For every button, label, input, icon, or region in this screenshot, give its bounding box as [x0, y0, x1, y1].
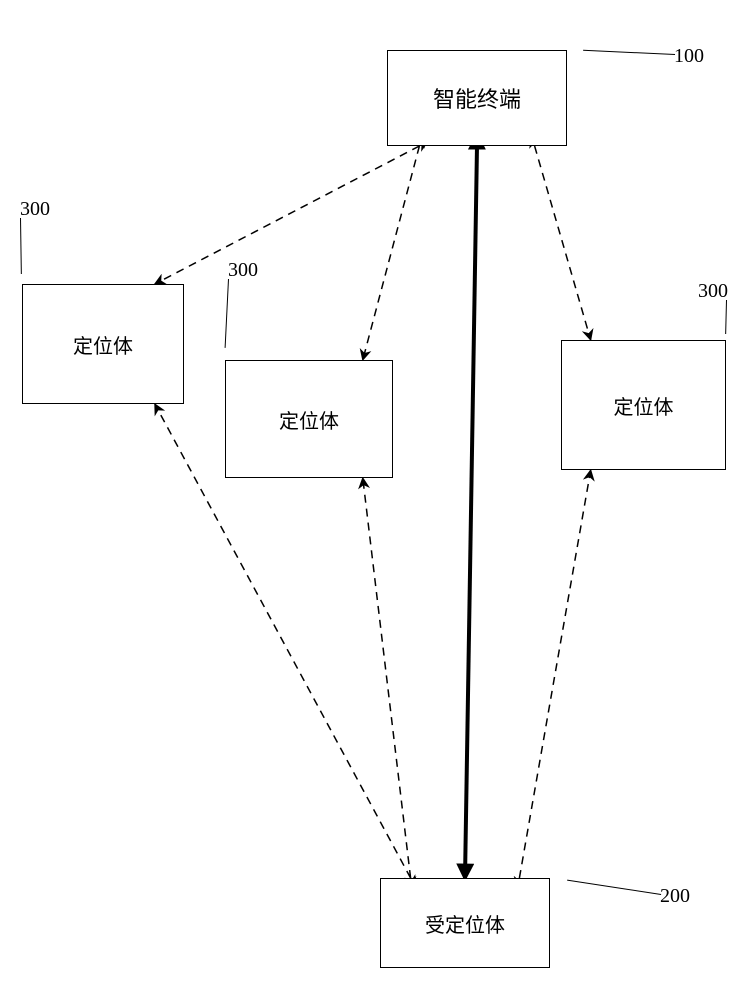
callout-label-target: 200 [660, 885, 690, 908]
callout-leader-locator_mid [225, 279, 229, 348]
node-label: 定位体 [73, 330, 133, 359]
edge-target-locator_right [519, 470, 590, 878]
callout-label-locator_left: 300 [20, 198, 50, 221]
node-locator_right: 定位体 [561, 340, 726, 470]
callout-leader-locator_right [725, 300, 727, 334]
node-label: 受定位体 [425, 909, 505, 938]
callout-label-locator_mid: 300 [228, 259, 258, 282]
edge-terminal-locator_left [155, 146, 420, 284]
node-target: 受定位体 [380, 878, 550, 968]
edge-terminal-locator_right [535, 146, 591, 340]
callout-leader-target [567, 880, 661, 895]
node-locator_mid: 定位体 [225, 360, 393, 478]
edge-terminal-target [465, 146, 477, 878]
diagram-edges [0, 0, 754, 1000]
node-terminal: 智能终端 [387, 50, 567, 146]
edge-target-locator_mid [363, 478, 411, 878]
callout-leader-locator_left [20, 218, 22, 274]
node-label: 定位体 [279, 405, 339, 434]
node-label: 定位体 [614, 391, 674, 420]
callout-label-terminal: 100 [674, 45, 704, 68]
node-label: 智能终端 [433, 82, 521, 114]
callout-label-locator_right: 300 [698, 280, 728, 303]
edge-terminal-locator_mid [363, 146, 420, 360]
callout-leader-terminal [583, 50, 675, 55]
node-locator_left: 定位体 [22, 284, 184, 404]
